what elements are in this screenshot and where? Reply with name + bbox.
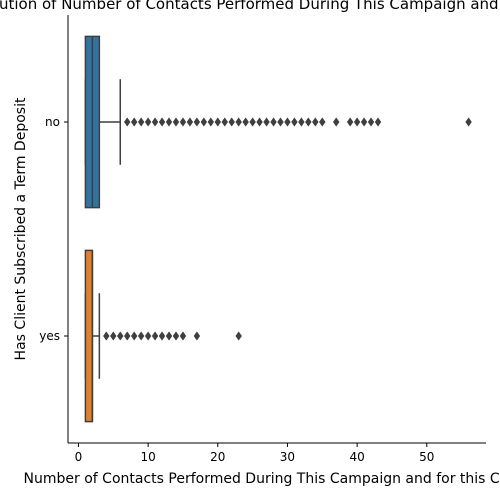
outlier-point — [277, 117, 284, 127]
x-tick-label: 20 — [210, 450, 225, 464]
outlier-point — [130, 117, 138, 127]
x-tick-label: 30 — [280, 450, 295, 464]
outlier-point — [291, 117, 298, 127]
outlier-point — [137, 331, 145, 341]
outlier-point — [103, 331, 110, 341]
outlier-point — [374, 117, 382, 127]
x-tick-label: 40 — [349, 450, 364, 464]
outlier-point — [179, 331, 187, 341]
box-yes — [84, 249, 242, 423]
outlier-point — [130, 331, 138, 341]
outlier-point — [256, 117, 263, 127]
chart-title: Distribution of Number of Contacts Perfo… — [0, 0, 500, 13]
y-tick-label: no — [45, 115, 60, 129]
y-axis-ticks: no yes — [39, 115, 68, 343]
outlier-point — [332, 117, 340, 127]
outlier-point — [117, 331, 124, 341]
outlier-point — [172, 117, 180, 127]
outlier-point — [228, 117, 235, 127]
outlier-point — [151, 331, 159, 341]
outlier-point — [193, 331, 201, 341]
outlier-point — [360, 117, 368, 127]
outlier-point — [165, 117, 173, 127]
outlier-point — [158, 117, 166, 127]
outlier-point — [465, 117, 472, 127]
outlier-point — [158, 331, 166, 341]
x-tick-label: 0 — [75, 450, 83, 464]
outlier-point — [221, 117, 228, 127]
x-tick-label: 10 — [140, 450, 155, 464]
x-axis-ticks: 0 10 20 30 40 50 — [75, 443, 434, 464]
outlier-point — [186, 117, 194, 127]
outlier-point — [123, 331, 131, 341]
outlier-point — [263, 117, 270, 127]
box-no — [84, 35, 472, 209]
x-tick-label: 50 — [419, 450, 434, 464]
x-axis-label: Number of Contacts Performed During This… — [24, 471, 500, 487]
outlier-point — [207, 117, 215, 127]
outlier-point — [353, 117, 361, 127]
plot-area — [84, 35, 472, 423]
outlier-point — [235, 331, 242, 341]
outlier-point — [284, 117, 291, 127]
outlier-point — [200, 117, 208, 127]
outlier-point — [172, 331, 180, 341]
outlier-point — [179, 117, 187, 127]
outlier-point — [319, 117, 326, 127]
outlier-point — [242, 117, 249, 127]
outlier-point — [165, 331, 173, 341]
outlier-point — [214, 117, 222, 127]
outlier-point — [346, 117, 354, 127]
outlier-point — [305, 117, 312, 127]
outlier-point — [193, 117, 201, 127]
y-axis-label: Has Client Subscribed a Term Deposit — [13, 97, 29, 360]
outlier-point — [144, 117, 152, 127]
outlier-point — [151, 117, 159, 127]
outlier-point — [235, 117, 242, 127]
outlier-point — [298, 117, 305, 127]
outlier-point — [312, 117, 319, 127]
y-tick-label: yes — [39, 329, 60, 343]
outlier-point — [144, 331, 152, 341]
outlier-point — [137, 117, 145, 127]
outlier-point — [249, 117, 256, 127]
outlier-point — [367, 117, 375, 127]
outlier-point — [110, 331, 117, 341]
box-iqr — [84, 249, 94, 423]
outlier-point — [123, 117, 131, 127]
outlier-point — [270, 117, 277, 127]
